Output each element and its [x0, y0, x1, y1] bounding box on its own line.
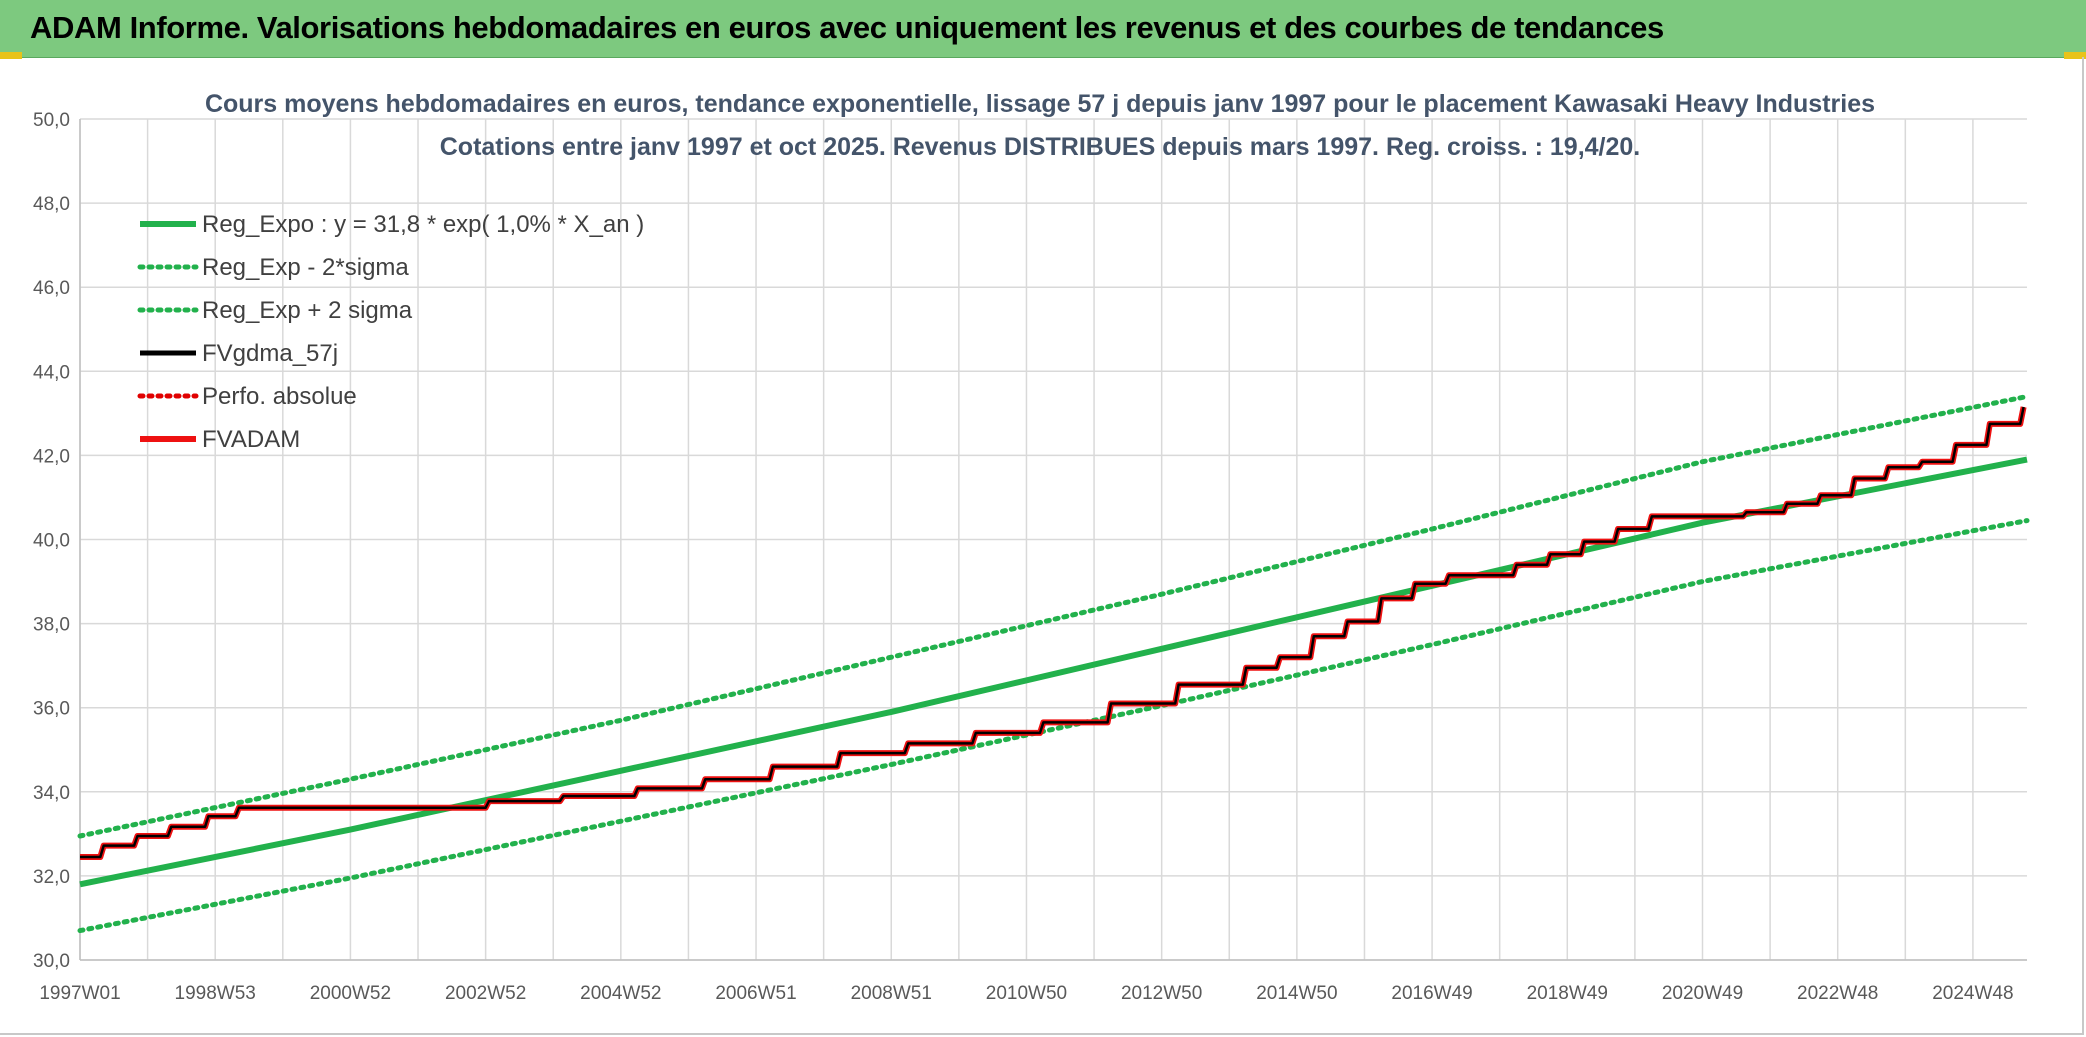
chart-title-line2: Cotations entre janv 1997 et oct 2025. R…	[440, 133, 1641, 161]
y-tick-label: 46,0	[33, 278, 70, 299]
x-tick-label: 2018W49	[1527, 983, 1608, 1004]
grid-lines	[79, 118, 2027, 961]
y-tick-label: 32,0	[33, 867, 70, 888]
series-line-2	[77, 394, 2030, 839]
axis-labels: 30,0 32,0 34,0 36,0 38,0 40,0 42,0 44,0 46,0 48,0…	[33, 110, 2014, 1004]
x-tick-label: 2014W50	[1256, 983, 1337, 1004]
series-line-3	[80, 406, 2025, 859]
x-tick-label: 2020W49	[1662, 983, 1743, 1004]
chart-frame	[0, 57, 2084, 1035]
legend-label: Reg_Exp - 2*sigma	[202, 254, 409, 281]
legend-label: FVADAM	[202, 426, 300, 453]
y-tick-label: 40,0	[33, 531, 70, 552]
y-tick-label: 48,0	[33, 194, 70, 215]
x-tick-label: 2012W50	[1121, 983, 1202, 1004]
legend: Reg_Expo : y = 31,8 * exp( 1,0% * X_an )…	[137, 211, 644, 453]
x-tick-label: 2000W52	[310, 983, 391, 1004]
x-tick-label: 2002W52	[445, 983, 526, 1004]
x-tick-label: 2008W51	[851, 983, 932, 1004]
x-tick-label: 2010W50	[986, 983, 1067, 1004]
y-tick-label: 34,0	[33, 783, 70, 804]
left-accent-tab	[0, 52, 22, 59]
chart-title-line1: Cours moyens hebdomadaires en euros, ten…	[205, 90, 1875, 118]
report-banner: ADAM Informe. Valorisations hebdomadaire…	[0, 0, 2086, 58]
series-line-1	[77, 518, 2030, 934]
y-tick-label: 38,0	[33, 615, 70, 636]
x-tick-label: 2006W51	[715, 983, 796, 1004]
series-line-0	[79, 456, 2028, 888]
y-tick-label: 50,0	[33, 110, 70, 131]
legend-label: Reg_Expo : y = 31,8 * exp( 1,0% * X_an )	[202, 211, 644, 238]
legend-label: Reg_Exp + 2 sigma	[202, 297, 413, 324]
right-accent-tab	[2064, 52, 2086, 59]
x-tick-label: 2022W48	[1797, 983, 1878, 1004]
x-tick-label: 1997W01	[39, 983, 120, 1004]
series-line-5	[80, 406, 2027, 860]
y-tick-label: 44,0	[33, 362, 70, 383]
x-tick-label: 1998W53	[175, 983, 256, 1004]
legend-label: FVgdma_57j	[202, 340, 338, 367]
x-tick-label: 2024W48	[1932, 983, 2013, 1004]
legend-label: Perfo. absolue	[202, 383, 357, 410]
report-title: ADAM Informe. Valorisations hebdomadaire…	[30, 10, 1664, 45]
y-tick-label: 30,0	[33, 951, 70, 972]
series-lines	[77, 394, 2030, 934]
y-tick-label: 36,0	[33, 699, 70, 720]
x-tick-label: 2016W49	[1391, 983, 1472, 1004]
y-tick-label: 42,0	[33, 446, 70, 467]
x-tick-label: 2004W52	[580, 983, 661, 1004]
